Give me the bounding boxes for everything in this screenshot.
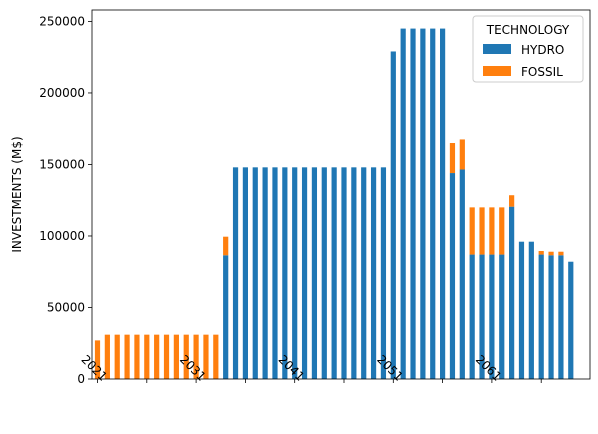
bar-hydro-2053	[410, 28, 416, 380]
bar-hydro-2064	[518, 241, 525, 379]
legend-label-fossil: FOSSIL	[521, 65, 563, 79]
bar-fossil-2026	[144, 334, 150, 379]
bar-hydro-2034	[223, 255, 229, 379]
bar-hydro-2036	[242, 167, 248, 379]
y-tick-label: 150000	[39, 157, 85, 171]
bar-fossil-2058	[459, 139, 465, 170]
bar-hydro-2037	[252, 167, 258, 379]
bar-fossil-2025	[134, 334, 140, 379]
bar-hydro-2035	[232, 167, 239, 379]
legend-title: TECHNOLOGY	[486, 23, 570, 37]
bar-hydro-2057	[449, 173, 456, 379]
bar-fossil-2024	[124, 334, 130, 379]
bar-hydro-2051	[390, 51, 396, 379]
bar-hydro-2038	[262, 167, 268, 379]
bar-hydro-2050	[380, 167, 387, 379]
y-tick-label: 0	[77, 372, 85, 386]
bar-hydro-2052	[400, 28, 406, 380]
bar-hydro-2042	[301, 167, 308, 379]
y-tick-label: 200000	[39, 86, 85, 100]
bar-fossil-2057	[449, 143, 456, 174]
bar-hydro-2043	[311, 167, 318, 379]
bar-hydro-2063	[509, 206, 515, 379]
bar-hydro-2054	[420, 28, 426, 380]
bar-hydro-2065	[528, 241, 534, 379]
legend-swatch-fossil	[483, 66, 511, 76]
bar-fossil-2033	[213, 334, 219, 379]
bar-fossil-2034	[223, 236, 229, 256]
legend-swatch-hydro	[483, 44, 511, 54]
bar-hydro-2045	[331, 167, 337, 379]
bar-hydro-2067	[548, 255, 554, 379]
y-axis-label: INVESTMENTS (M$)	[10, 136, 24, 252]
bar-hydro-2046	[341, 167, 347, 379]
bar-hydro-2048	[361, 167, 367, 379]
bar-fossil-2062	[499, 207, 505, 255]
y-tick-label: 50000	[47, 300, 85, 314]
bar-fossil-2068	[558, 251, 564, 256]
y-tick-label: 250000	[39, 14, 85, 28]
bar-fossil-2059	[469, 207, 475, 255]
bar-fossil-2030	[183, 334, 189, 379]
bar-hydro-2040	[282, 167, 288, 379]
y-tick-label: 100000	[39, 229, 85, 243]
bar-fossil-2029	[173, 334, 179, 379]
bar-fossil-2032	[203, 334, 209, 379]
bar-hydro-2062	[499, 254, 505, 379]
bar-fossil-2021	[94, 340, 101, 379]
bar-fossil-2027	[154, 334, 160, 379]
bar-fossil-2023	[114, 334, 120, 379]
legend: TECHNOLOGY HYDRO FOSSIL	[472, 15, 584, 83]
legend-label-hydro: HYDRO	[521, 43, 564, 57]
bar-hydro-2066	[538, 254, 544, 379]
bar-hydro-2061	[489, 254, 495, 379]
bar-hydro-2044	[321, 167, 327, 379]
bars-layer	[94, 28, 574, 380]
bar-fossil-2067	[548, 251, 554, 256]
bar-hydro-2049	[370, 167, 377, 379]
bar-fossil-2060	[479, 207, 485, 255]
bar-hydro-2056	[440, 28, 446, 380]
bar-fossil-2022	[104, 334, 110, 379]
legend-box	[472, 15, 584, 83]
bar-fossil-2031	[193, 334, 199, 379]
bar-hydro-2068	[558, 255, 564, 379]
bar-hydro-2041	[292, 167, 298, 379]
y-axis: 0 50000 100000 150000 200000 250000	[39, 14, 92, 386]
bar-hydro-2039	[272, 167, 278, 379]
bar-hydro-2060	[479, 254, 485, 379]
legend-items: HYDRO FOSSIL	[483, 43, 564, 79]
plot-frame	[91, 9, 591, 380]
bar-hydro-2058	[459, 169, 465, 379]
bar-fossil-2063	[509, 195, 515, 207]
bar-fossil-2066	[538, 250, 544, 255]
bar-fossil-2028	[163, 334, 170, 379]
bar-hydro-2055	[430, 28, 436, 380]
bar-fossil-2061	[489, 207, 495, 255]
bar-hydro-2047	[351, 167, 357, 379]
bar-hydro-2059	[469, 254, 475, 379]
bar-hydro-2069	[568, 261, 574, 379]
